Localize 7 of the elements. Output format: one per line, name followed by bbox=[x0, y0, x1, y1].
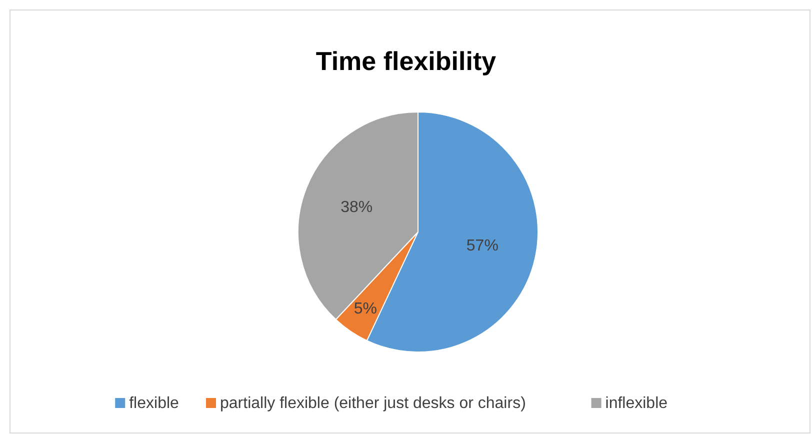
chart-title: Time flexibility bbox=[316, 46, 497, 76]
data-label: 5% bbox=[354, 300, 377, 318]
legend-label: partially flexible (either just desks or chairs) bbox=[220, 395, 526, 412]
data-label: 38% bbox=[340, 198, 373, 216]
data-label: 57% bbox=[466, 238, 498, 255]
legend-label: flexible bbox=[129, 395, 180, 412]
legend-label: inflexible bbox=[605, 395, 668, 412]
